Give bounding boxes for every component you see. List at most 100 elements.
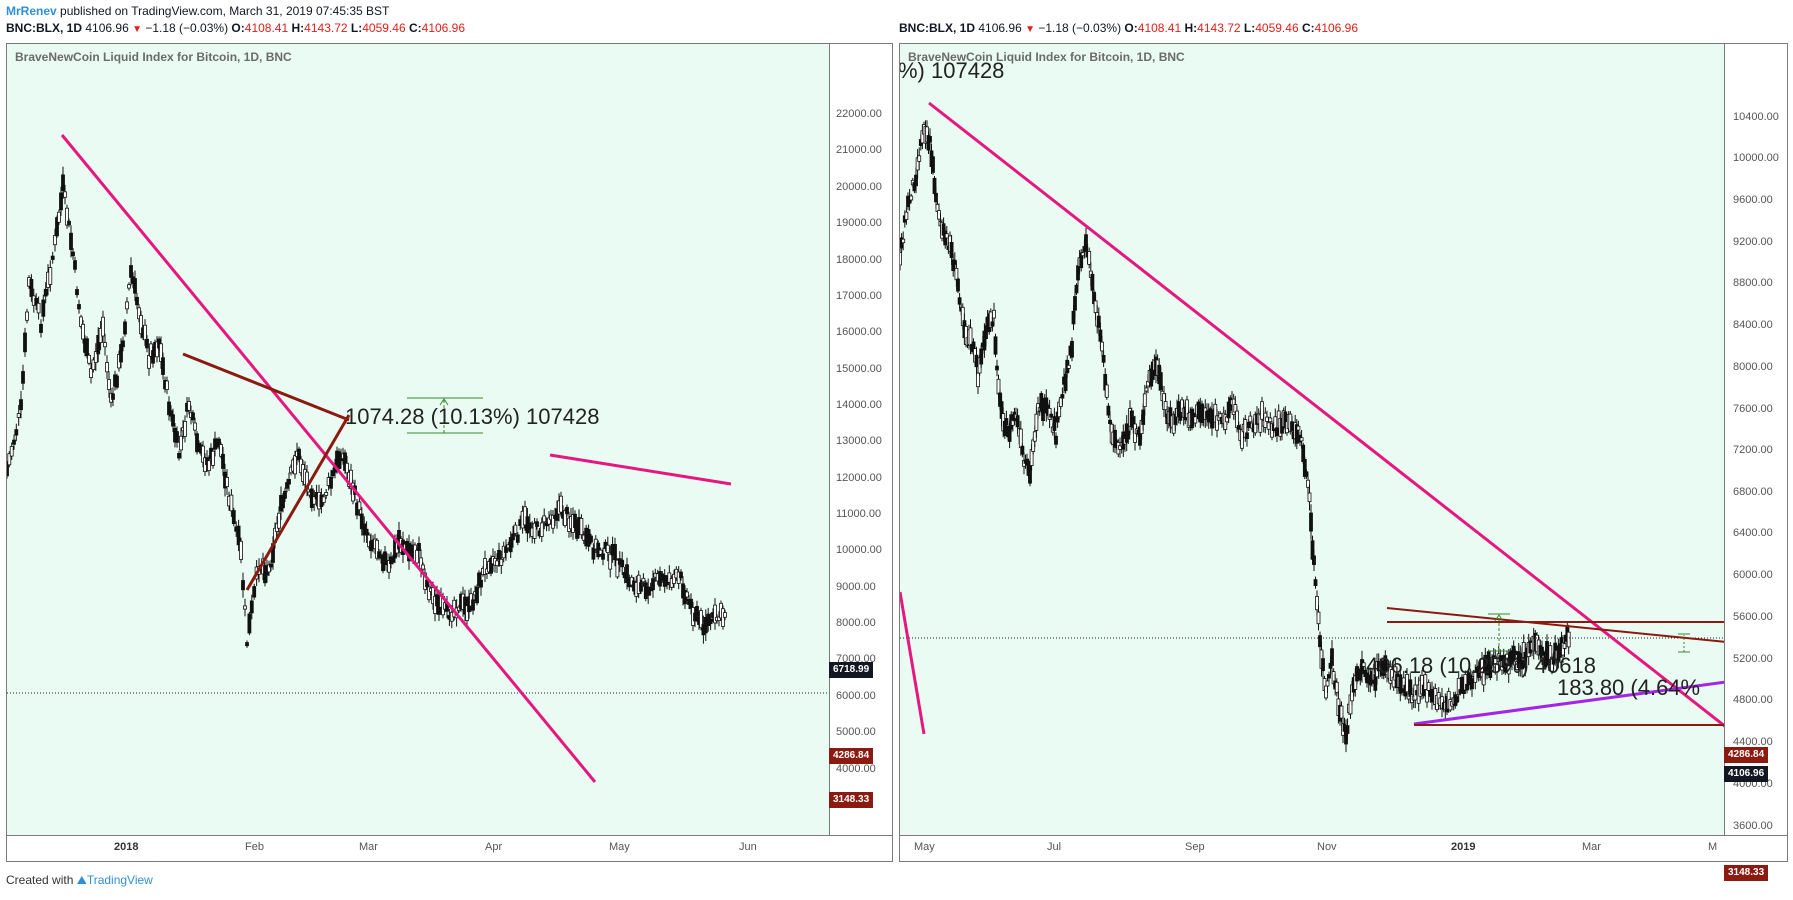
x-tick-label: 2019 (1451, 841, 1476, 853)
change-value: −1.18 (−0.03%) (145, 21, 229, 35)
candle-body (598, 549, 603, 555)
open-label: O: (231, 21, 245, 35)
right-time-axis[interactable]: May Jul Sep Nov 2019 Mar M (899, 835, 1788, 862)
right-chart-pane[interactable]: BraveNewCoin Liquid Index for Bitcoin, 1… (899, 43, 1725, 836)
chart-title: BraveNewCoin Liquid Index for Bitcoin, 1… (908, 50, 1185, 64)
candle-body (1268, 417, 1273, 423)
candle-body (1087, 250, 1092, 265)
candle-body (239, 540, 243, 560)
tradingview-logo-icon[interactable]: ⛰ (76, 873, 87, 887)
candle-body (699, 610, 703, 629)
candle-body (312, 496, 317, 505)
measure-label-1: 406.18 (10.25%) 40618 (1366, 653, 1596, 678)
candle-body (1144, 387, 1149, 392)
y-tick-label: 14000.00 (836, 399, 882, 411)
candle-body (12, 439, 16, 445)
candle-body (471, 599, 475, 611)
candle-body (50, 255, 55, 260)
left-chart-pane[interactable]: BraveNewCoin Liquid Index for Bitcoin, 1… (6, 43, 830, 836)
candle-body (357, 501, 362, 511)
candle-body (713, 604, 717, 624)
candle-body (1334, 681, 1339, 693)
candle-body (499, 558, 504, 566)
candle-body (16, 413, 21, 418)
candle-body (1032, 431, 1037, 442)
left-time-axis[interactable]: 2018 Feb Mar Apr May Jun (6, 835, 893, 862)
x-tick-label: Mar (1582, 841, 1601, 853)
symbol-label: BNC:BLX, 1D (899, 21, 976, 35)
candle-body (1004, 418, 1009, 425)
candle-body (143, 324, 147, 341)
candle-body (1080, 252, 1085, 257)
price-candles (900, 120, 1571, 753)
candle-body (1312, 555, 1316, 565)
candle-body (345, 462, 349, 474)
candle-body (539, 522, 544, 537)
candle-body (417, 542, 421, 551)
candle-body (979, 348, 984, 365)
left-price-axis[interactable]: 22000.00 21000.00 20000.00 19000.00 18000.00… (829, 43, 893, 846)
y-tick-label: 4000.00 (836, 763, 876, 775)
chart-title: BraveNewCoin Liquid Index for Bitcoin, 1… (15, 50, 292, 64)
created-with-text: Created with (6, 873, 74, 887)
candle-body (917, 155, 922, 162)
author-link[interactable]: MrRenev (6, 4, 57, 18)
down-arrow-icon: ▼ (1025, 24, 1035, 35)
candle-body (974, 354, 979, 368)
symbol-row-left: BNC:BLX, 1D 4106.96 ▼ −1.18 (−0.03%) O:4… (6, 20, 465, 38)
close-value: 4106.96 (421, 21, 466, 35)
candle-body (542, 515, 547, 523)
candle-body (231, 510, 236, 525)
candle-body (187, 400, 191, 411)
candle-body (601, 553, 605, 560)
candle-body (77, 304, 81, 310)
candle-body (177, 452, 181, 459)
y-tick-label: 8000.00 (836, 617, 876, 629)
candle-body (504, 546, 508, 553)
resistance-trend-line (549, 453, 732, 486)
candle-body (563, 510, 567, 526)
candle-body (1275, 427, 1279, 437)
candle-body (957, 297, 962, 305)
y-tick-label: 4800.00 (1733, 694, 1773, 706)
y-tick-label: 3600.00 (1733, 820, 1773, 832)
left-chart-canvas[interactable] (7, 44, 830, 836)
right-price-axis[interactable]: 10400.00 10000.00 9600.00 9200.00 8800.00 840… (1724, 43, 1788, 881)
candle-body (293, 455, 297, 475)
candle-body (1070, 340, 1074, 358)
candle-body (243, 605, 247, 610)
candle-body (225, 476, 229, 487)
candle-body (67, 220, 71, 226)
candle-body (1246, 421, 1251, 429)
y-tick-label: 10400.00 (1733, 111, 1779, 123)
measure-label-top: %) 107428 (899, 58, 1005, 83)
candle-body (127, 284, 131, 289)
right-chart-canvas[interactable] (900, 44, 1725, 836)
descending-line (1386, 607, 1724, 643)
candle-body (21, 371, 25, 384)
measure-label: 1074.28 (10.13%) 107428 (345, 404, 600, 429)
candle-body (63, 191, 67, 198)
candle-body (1470, 678, 1474, 690)
y-tick-label: 8800.00 (1733, 277, 1773, 289)
candle-body (89, 368, 93, 379)
y-tick-label: 22000.00 (836, 108, 882, 120)
candle-body (236, 525, 241, 546)
candle-body (139, 315, 143, 335)
tradingview-brand-link[interactable]: TradingView (86, 873, 153, 887)
candle-body (1273, 416, 1278, 430)
low-label: L: (1243, 21, 1256, 35)
candle-body (81, 323, 85, 340)
candle-body (900, 252, 902, 266)
candle-body (1060, 394, 1065, 399)
candle-body (1266, 422, 1271, 430)
high-value: 4143.72 (1197, 21, 1241, 35)
candle-body (85, 338, 89, 357)
candle-body (909, 195, 914, 201)
candle-body (349, 469, 353, 489)
candle-body (364, 528, 369, 536)
y-tick-label: 9200.00 (1733, 236, 1773, 248)
candle-body (625, 564, 629, 584)
candle-body (615, 559, 620, 578)
candle-body (904, 211, 909, 220)
